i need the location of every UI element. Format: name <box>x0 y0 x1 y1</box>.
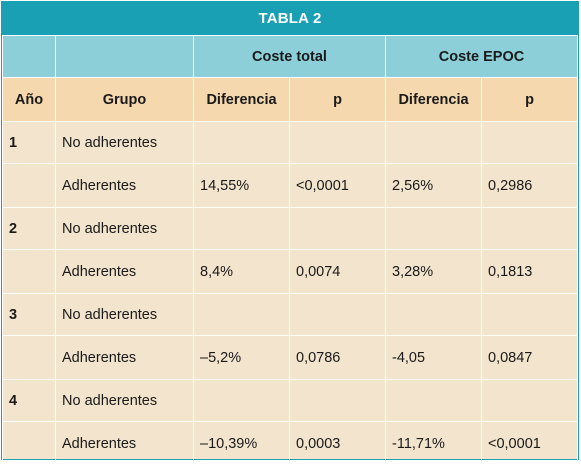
header-blank-cell <box>55 35 194 78</box>
cell-p1 <box>289 207 386 250</box>
table-row: Adherentes –5,2% 0,0786 -4,05 0,0847 <box>2 335 578 380</box>
cell-p1: <0,0001 <box>289 163 386 208</box>
cell-anio: 3 <box>2 293 56 336</box>
cell-p2 <box>481 293 578 336</box>
table-row: 2 No adherentes <box>2 207 578 250</box>
cell-anio <box>2 421 56 466</box>
group-header-coste-epoc: Coste EPOC <box>385 35 578 78</box>
cell-p1: 0,0786 <box>289 335 386 380</box>
cell-anio <box>2 163 56 208</box>
cell-p1: 0,0074 <box>289 249 386 294</box>
cell-dif1 <box>193 207 290 250</box>
table-row: 1 No adherentes <box>2 121 578 164</box>
column-header-diferencia-total: Diferencia <box>193 77 290 122</box>
cell-grupo: No adherentes <box>55 121 194 164</box>
cell-dif1: 8,4% <box>193 249 290 294</box>
cell-p1 <box>289 379 386 422</box>
cell-anio: 2 <box>2 207 56 250</box>
cell-p2 <box>481 207 578 250</box>
cell-grupo: Adherentes <box>55 335 194 380</box>
cell-p2: 0,0847 <box>481 335 578 380</box>
table-row: Adherentes 14,55% <0,0001 2,56% 0,2986 <box>2 163 578 208</box>
cell-dif2 <box>385 207 482 250</box>
cell-p1: 0,0003 <box>289 421 386 466</box>
table-row: 3 No adherentes <box>2 293 578 336</box>
cell-dif2: -11,71% <box>385 421 482 466</box>
table-row: Adherentes –10,39% 0,0003 -11,71% <0,0001 <box>2 421 578 466</box>
cell-dif1 <box>193 379 290 422</box>
cell-anio: 1 <box>2 121 56 164</box>
column-header-grupo: Grupo <box>55 77 194 122</box>
cell-anio <box>2 249 56 294</box>
cell-grupo: Adherentes <box>55 421 194 466</box>
table-title: TABLA 2 <box>2 2 578 35</box>
data-table: Coste total Coste EPOC Año Grupo Diferen… <box>2 35 578 466</box>
cell-dif2 <box>385 379 482 422</box>
cell-grupo: Adherentes <box>55 163 194 208</box>
cell-dif1: 14,55% <box>193 163 290 208</box>
group-header-coste-total: Coste total <box>193 35 386 78</box>
cell-grupo: No adherentes <box>55 379 194 422</box>
cell-p2 <box>481 121 578 164</box>
cell-dif2: 2,56% <box>385 163 482 208</box>
cell-p2: <0,0001 <box>481 421 578 466</box>
column-header-p-total: p <box>289 77 386 122</box>
cell-p2: 0,1813 <box>481 249 578 294</box>
cell-dif1: –10,39% <box>193 421 290 466</box>
cell-p1 <box>289 121 386 164</box>
group-header-row: Coste total Coste EPOC <box>2 35 578 78</box>
header-blank-cell <box>2 35 56 78</box>
cell-anio: 4 <box>2 379 56 422</box>
cell-grupo: Adherentes <box>55 249 194 294</box>
cell-dif1 <box>193 293 290 336</box>
cell-dif2: 3,28% <box>385 249 482 294</box>
table-row: Adherentes 8,4% 0,0074 3,28% 0,1813 <box>2 249 578 294</box>
cell-dif1 <box>193 121 290 164</box>
cell-anio <box>2 335 56 380</box>
cell-dif1: –5,2% <box>193 335 290 380</box>
column-header-p-epoc: p <box>481 77 578 122</box>
cell-p1 <box>289 293 386 336</box>
cell-dif2 <box>385 293 482 336</box>
cell-p2 <box>481 379 578 422</box>
column-header-diferencia-epoc: Diferencia <box>385 77 482 122</box>
cell-dif2: -4,05 <box>385 335 482 380</box>
cell-grupo: No adherentes <box>55 293 194 336</box>
cell-p2: 0,2986 <box>481 163 578 208</box>
cell-dif2 <box>385 121 482 164</box>
table-row: 4 No adherentes <box>2 379 578 422</box>
cell-grupo: No adherentes <box>55 207 194 250</box>
column-header-anio: Año <box>2 77 56 122</box>
column-header-row: Año Grupo Diferencia p Diferencia p <box>2 77 578 122</box>
